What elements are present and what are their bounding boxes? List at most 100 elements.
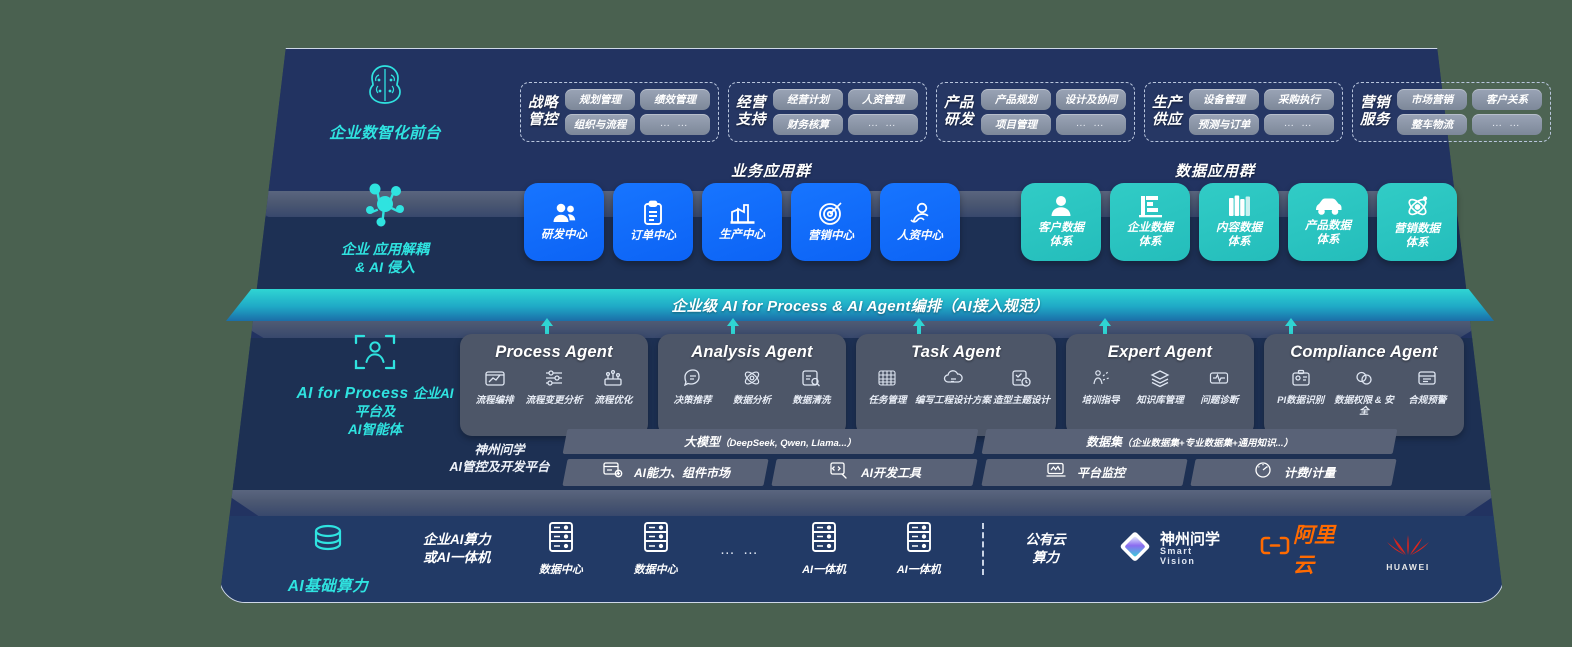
agent-function[interactable]: 问题诊断: [1191, 368, 1248, 407]
logo-shenzhou[interactable]: 神州问学 Smart Vision: [1117, 529, 1222, 570]
app-card-rd[interactable]: 研发中心: [524, 183, 604, 261]
brain-icon: [300, 62, 470, 115]
domain-chip[interactable]: 市场营销: [1397, 89, 1467, 110]
domain-chip[interactable]: 预测与订单: [1189, 114, 1259, 135]
domain-chip-more[interactable]: … …: [1056, 114, 1126, 135]
logo-text: 阿里云: [1293, 524, 1336, 577]
domain-chip[interactable]: 设备管理: [1189, 89, 1259, 110]
atom-icon: [1405, 194, 1430, 219]
agent-card-analysis[interactable]: Analysis Agent 决策推荐: [658, 334, 846, 436]
agent-card-row: Process Agent 流程编排: [460, 334, 1464, 436]
agent-function[interactable]: 数据分析: [723, 368, 780, 407]
atom-analysis-icon: [741, 368, 763, 393]
app-card-label: 订单中心: [630, 230, 676, 243]
infra-item-datacenter[interactable]: 数据中心: [514, 520, 609, 578]
huawei-flower-icon: [1386, 526, 1430, 561]
data-card-content[interactable]: 内容数据 体系: [1199, 183, 1279, 261]
agent-function[interactable]: PI数据识别: [1270, 368, 1331, 418]
agent-function[interactable]: 任务管理: [862, 368, 913, 407]
domain-chip[interactable]: 产品规划: [981, 89, 1051, 110]
domain-chip[interactable]: 组织与流程: [565, 114, 635, 135]
agent-function[interactable]: 流程变更分析: [525, 368, 583, 407]
infra-item-label: 数据中心: [633, 564, 678, 577]
agent-card-task[interactable]: Task Agent 任务管理: [856, 334, 1056, 436]
people-icon: [551, 202, 578, 225]
server-icon: [903, 520, 935, 559]
infra-item-label: 企业AI算力 或AI一体机: [423, 532, 491, 565]
domain-chip-more[interactable]: … …: [640, 114, 710, 135]
app-card-marketing[interactable]: 营销中心: [791, 183, 871, 261]
id-card-icon: [1290, 368, 1312, 393]
agent-function-label: 数据分析: [732, 395, 771, 406]
data-card-marketing[interactable]: 营销数据 体系: [1377, 183, 1457, 261]
agent-function-label: PI数据识别: [1277, 395, 1325, 406]
agent-function[interactable]: 培训指导: [1072, 368, 1129, 407]
domain-chip[interactable]: 采购执行: [1264, 89, 1334, 110]
logo-huawei[interactable]: HUAWEI: [1386, 526, 1430, 572]
domain-group[interactable]: 营销 服务 市场营销 客户关系 整车物流 … …: [1352, 82, 1551, 142]
domain-group[interactable]: 战略 管控 规划管理 绩效管理 组织与流程 … …: [520, 82, 719, 142]
domain-chip[interactable]: 人资管理: [848, 89, 918, 110]
agent-function[interactable]: 造型主题设计: [993, 368, 1050, 407]
agent-function[interactable]: 数据权限 & 安全: [1333, 368, 1394, 418]
agent-function-label: 任务管理: [868, 395, 907, 406]
platform-item-label: AI能力、组件市场: [633, 466, 730, 480]
data-card-product[interactable]: 产品数据 体系: [1288, 183, 1368, 261]
infra-item-datacenter[interactable]: 数据中心: [608, 520, 703, 578]
logo-aliyun[interactable]: 阿里云: [1260, 519, 1348, 579]
app-card-order[interactable]: 订单中心: [613, 183, 693, 261]
data-card-customer[interactable]: 客户数据 体系: [1021, 183, 1101, 261]
app-card-hr[interactable]: 人资中心: [880, 183, 960, 261]
domain-chip[interactable]: 经营计划: [773, 89, 843, 110]
domain-chip[interactable]: 绩效管理: [640, 89, 710, 110]
agent-function[interactable]: 编写工程设计方案: [915, 368, 991, 407]
decision-icon: [682, 368, 704, 393]
data-clean-icon: [800, 368, 822, 393]
domain-chip[interactable]: 项目管理: [981, 114, 1051, 135]
logo-text: 神州问学 Smart Vision: [1160, 530, 1221, 566]
domain-chip-more[interactable]: … …: [848, 114, 918, 135]
platform-item-monitor[interactable]: 平台监控: [980, 459, 1188, 486]
agent-function-label: 流程编排: [475, 395, 514, 406]
domain-chip[interactable]: 客户关系: [1472, 89, 1542, 110]
platform-column-model: 大模型（DeepSeek, Qwen, Llama...） AI能力、组件市场: [562, 429, 979, 489]
domain-chip[interactable]: 规划管理: [565, 89, 635, 110]
domain-group[interactable]: 经营 支持 经营计划 人资管理 财务核算 … …: [728, 82, 927, 142]
infra-item-label: AI一体机: [896, 564, 941, 577]
domain-chip-more[interactable]: … …: [1264, 114, 1334, 135]
data-group-title: 数据应用群: [1175, 163, 1256, 180]
agent-card-compliance[interactable]: Compliance Agent PI数据识别: [1264, 334, 1464, 436]
vendor-logos: 神州问学 Smart Vision 阿里云: [1117, 519, 1430, 579]
domain-chip[interactable]: 整车物流: [1397, 114, 1467, 135]
agent-title: Expert Agent: [1107, 343, 1213, 361]
domain-group[interactable]: 产品 研发 产品规划 设计及协同 项目管理 … …: [936, 82, 1135, 142]
platform-models-header: 大模型（DeepSeek, Qwen, Llama...）: [562, 429, 978, 454]
app-card-production[interactable]: 生产中心: [702, 183, 782, 261]
agent-function[interactable]: 知识库管理: [1131, 368, 1188, 407]
app-card-label: 营销中心: [808, 230, 854, 243]
shenzhou-diamond-icon: [1117, 529, 1153, 570]
agent-function[interactable]: 流程优化: [585, 368, 642, 407]
agent-function[interactable]: 流程编排: [466, 368, 523, 407]
data-card-enterprise[interactable]: 企业数据 体系: [1110, 183, 1190, 261]
agent-function-label: 流程变更分析: [525, 395, 583, 406]
business-group-title: 业务应用群: [731, 163, 812, 180]
building-icon: [1138, 194, 1163, 218]
agent-function[interactable]: 合规预警: [1397, 368, 1458, 418]
domain-group[interactable]: 生产 供应 设备管理 采购执行 预测与订单 … …: [1144, 82, 1343, 142]
agent-card-expert[interactable]: Expert Agent 培训指导: [1066, 334, 1254, 436]
agent-function[interactable]: 决策推荐: [664, 368, 721, 407]
infra-item-ai-appliance[interactable]: AI一体机: [777, 520, 872, 578]
platform-item-dev-tools[interactable]: AI开发工具: [771, 459, 979, 486]
platform-item-components-market[interactable]: AI能力、组件市场: [562, 459, 769, 486]
domain-chip[interactable]: 设计及协同: [1056, 89, 1126, 110]
infra-item-ai-appliance[interactable]: AI一体机: [871, 520, 966, 578]
domain-chip-more[interactable]: … …: [1472, 114, 1542, 135]
platform-dataset-header: 数据集（企业数据集+专业数据集+通用知识...）: [981, 429, 1397, 454]
platform-item-metering[interactable]: 计费/计量: [1190, 459, 1397, 486]
domain-chip[interactable]: 财务核算: [773, 114, 843, 135]
data-card-label: 产品数据 体系: [1305, 220, 1351, 246]
agent-function[interactable]: 数据清洗: [783, 368, 840, 407]
data-card-label: 内容数据 体系: [1216, 222, 1262, 248]
agent-card-process[interactable]: Process Agent 流程编排: [460, 334, 648, 436]
